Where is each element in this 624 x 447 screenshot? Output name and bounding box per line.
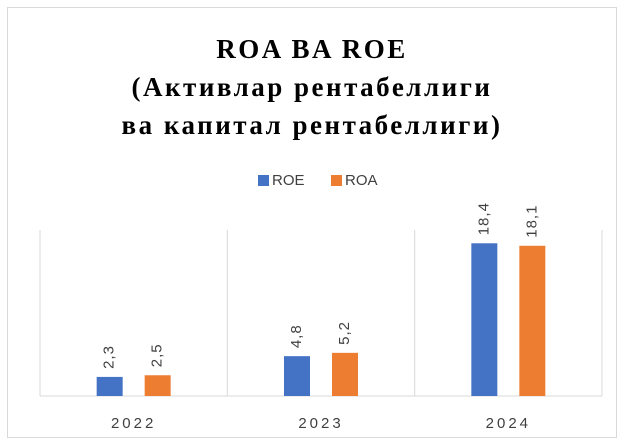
legend-swatch (258, 175, 269, 186)
bar (332, 352, 358, 396)
chart-border (7, 7, 617, 438)
chart-title: ва капитал рентабеллиги) (122, 110, 503, 140)
data-label: 5,2 (336, 321, 353, 345)
bar (96, 376, 123, 396)
bar (471, 243, 498, 396)
chart-title: ROA BA ROE (216, 34, 408, 64)
x-tick-label: 2022 (111, 415, 156, 432)
legend-label: ROE (272, 172, 305, 189)
x-tick-label: 2023 (298, 415, 343, 432)
data-label: 4,8 (288, 324, 305, 348)
chart-title: (Активлар рентабеллиги (132, 72, 493, 102)
data-label: 2,3 (101, 345, 118, 369)
legend-label: ROA (345, 172, 378, 189)
bar (284, 356, 310, 396)
bar (144, 375, 171, 396)
x-tick-label: 2024 (486, 415, 531, 432)
data-label: 18,4 (475, 202, 492, 235)
data-label: 2,5 (149, 343, 166, 367)
data-label: 18,1 (523, 205, 540, 238)
bar (519, 245, 546, 396)
legend-swatch (331, 175, 342, 186)
